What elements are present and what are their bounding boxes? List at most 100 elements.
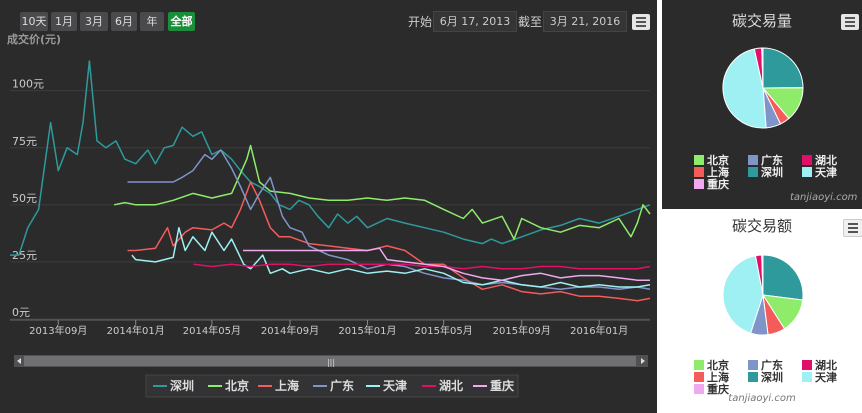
legend-swatch: [694, 179, 704, 189]
x-tick-label: 2014年01月: [107, 324, 165, 337]
x-tick-label: 2015年05月: [415, 324, 473, 337]
pie-legend-label: 重庆: [707, 383, 729, 396]
legend-swatch: [802, 360, 812, 370]
series-line-湖北: [193, 263, 651, 270]
legend-swatch: [802, 155, 812, 165]
pie-legend-label: 重庆: [707, 178, 729, 191]
y-tick-label: 75元: [12, 135, 37, 148]
y-tick-label: 0元: [12, 306, 30, 319]
amount-pie: [722, 254, 804, 336]
scrollbar-grip[interactable]: |||: [327, 358, 335, 367]
pie-slice-天津[interactable]: [722, 48, 767, 129]
pie-legend-label: 湖北: [815, 154, 837, 167]
series-line-重庆: [243, 247, 650, 281]
legend-swatch: [748, 372, 758, 382]
end-label: 截至: [518, 15, 543, 29]
x-tick-label: 2014年05月: [183, 324, 241, 337]
start-date-input[interactable]: 6月 17, 2013: [433, 11, 517, 32]
legend-swatch: [694, 155, 704, 165]
legend-swatch: [694, 384, 704, 394]
pie-legend-item-广东[interactable]: 广东: [748, 152, 783, 168]
pie-slice-深圳[interactable]: [762, 254, 804, 301]
range-button-3[interactable]: 6月: [111, 12, 137, 31]
pie-legend-item-北京[interactable]: 北京: [694, 357, 729, 373]
chart-menu-button[interactable]: [632, 14, 650, 30]
legend-item-重庆[interactable]: 重庆: [490, 378, 514, 393]
x-tick-label: 2015年01月: [338, 324, 396, 337]
legend-item-湖北[interactable]: 湖北: [439, 378, 463, 393]
range-button-2[interactable]: 3月: [80, 12, 108, 31]
series-line-深圳: [10, 60, 651, 256]
watermark: tanjiaoyi.com: [790, 192, 858, 203]
pie-legend-item-天津[interactable]: 天津: [802, 164, 837, 180]
pie-legend-item-湖北[interactable]: 湖北: [802, 152, 837, 168]
pie-legend-label: 上海: [707, 166, 729, 179]
end-date-input[interactable]: 3月 21, 2016: [543, 11, 627, 32]
legend-swatch: [748, 167, 758, 177]
pie-legend-label: 天津: [815, 371, 837, 384]
pie-legend-item-深圳[interactable]: 深圳: [748, 369, 783, 385]
pie-slice-天津[interactable]: [722, 255, 764, 334]
legend-item-深圳[interactable]: 深圳: [170, 378, 194, 393]
legend-item-北京[interactable]: 北京: [225, 378, 249, 393]
legend-swatch: [748, 360, 758, 370]
pie-legend-item-上海[interactable]: 上海: [694, 369, 729, 385]
pie-legend-item-北京[interactable]: 北京: [694, 152, 729, 168]
pie-slice-深圳[interactable]: [762, 47, 804, 89]
volume-menu-button[interactable]: [841, 14, 859, 30]
y-tick-label: 100元: [12, 78, 44, 91]
pie-legend-label: 上海: [707, 371, 729, 384]
legend-item-广东[interactable]: 广东: [330, 378, 354, 393]
pie-legend-label: 天津: [815, 166, 837, 179]
pie-legend-item-天津[interactable]: 天津: [802, 369, 837, 385]
watermark: tanjiaoyi.com: [728, 393, 796, 404]
price-chart-panel: 10天 1月 3月 6月年全部 开始 6月 17, 2013 截至 3月 21, 20…: [0, 0, 657, 413]
pie-legend-item-湖北[interactable]: 湖北: [802, 357, 837, 373]
amount-pie-panel: 碳交易额 北京 广东 湖北上海 深圳 天津重庆 tanjiaoyi.com: [662, 209, 862, 413]
legend-swatch: [802, 372, 812, 382]
legend-swatch: [748, 155, 758, 165]
y-axis-title: 成交价(元): [7, 32, 61, 46]
range-button-4[interactable]: 年: [140, 12, 164, 31]
legend-item-天津[interactable]: 天津: [383, 378, 407, 393]
range-button-5[interactable]: 全部: [168, 12, 195, 31]
scrollbar-thumb[interactable]: [24, 356, 636, 366]
pie-slice-重庆[interactable]: [761, 254, 764, 296]
pie-legend-label: 深圳: [761, 166, 783, 179]
y-tick-label: 25元: [12, 249, 37, 262]
pie-legend-item-重庆[interactable]: 重庆: [694, 381, 729, 397]
pie-legend-item-上海[interactable]: 上海: [694, 164, 729, 180]
x-tick-label: 2016年01月: [570, 324, 628, 337]
legend-swatch: [694, 372, 704, 382]
legend-swatch: [694, 167, 704, 177]
series-line-北京: [113, 144, 651, 240]
amount-menu-button[interactable]: [843, 219, 862, 237]
volume-pie-panel: 碳交易量 北京 广东 湖北上海 深圳 天津重庆 tanjiaoyi.com: [662, 0, 862, 209]
legend-item-上海[interactable]: 上海: [275, 378, 299, 393]
amount-pie-title: 碳交易额: [731, 217, 792, 235]
pie-legend-item-深圳[interactable]: 深圳: [748, 164, 783, 180]
pie-slice-重庆[interactable]: [761, 47, 764, 89]
y-tick-label: 50元: [12, 192, 37, 205]
scroll-right-arrow-icon[interactable]: [641, 358, 645, 364]
line-chart: 成交价(元) 0元 25元 50元 75元 100元 2013年09月 2014年01月 201…: [7, 32, 651, 398]
range-button-1[interactable]: 1月: [51, 12, 77, 31]
pie-legend-item-重庆[interactable]: 重庆: [694, 176, 729, 192]
volume-pie-title: 碳交易量: [731, 12, 792, 30]
pie-legend-label: 湖北: [815, 359, 837, 372]
pie-legend-item-广东[interactable]: 广东: [748, 357, 783, 373]
pie-legend-label: 北京: [707, 359, 729, 372]
range-button-0[interactable]: 10天: [20, 12, 48, 31]
menu-icon: [636, 17, 646, 19]
x-tick-label: 2013年09月: [29, 324, 87, 337]
start-label: 开始: [408, 15, 433, 29]
x-tick-label: 2014年09月: [261, 324, 319, 337]
series-line-上海: [127, 181, 651, 302]
legend-box: [145, 374, 519, 398]
pie-legend-label: 深圳: [761, 371, 783, 384]
series-line-天津: [131, 226, 651, 288]
scroll-left-arrow-icon[interactable]: [17, 358, 21, 364]
legend-swatch: [694, 360, 704, 370]
legend-swatch: [802, 167, 812, 177]
volume-pie: [722, 47, 804, 129]
